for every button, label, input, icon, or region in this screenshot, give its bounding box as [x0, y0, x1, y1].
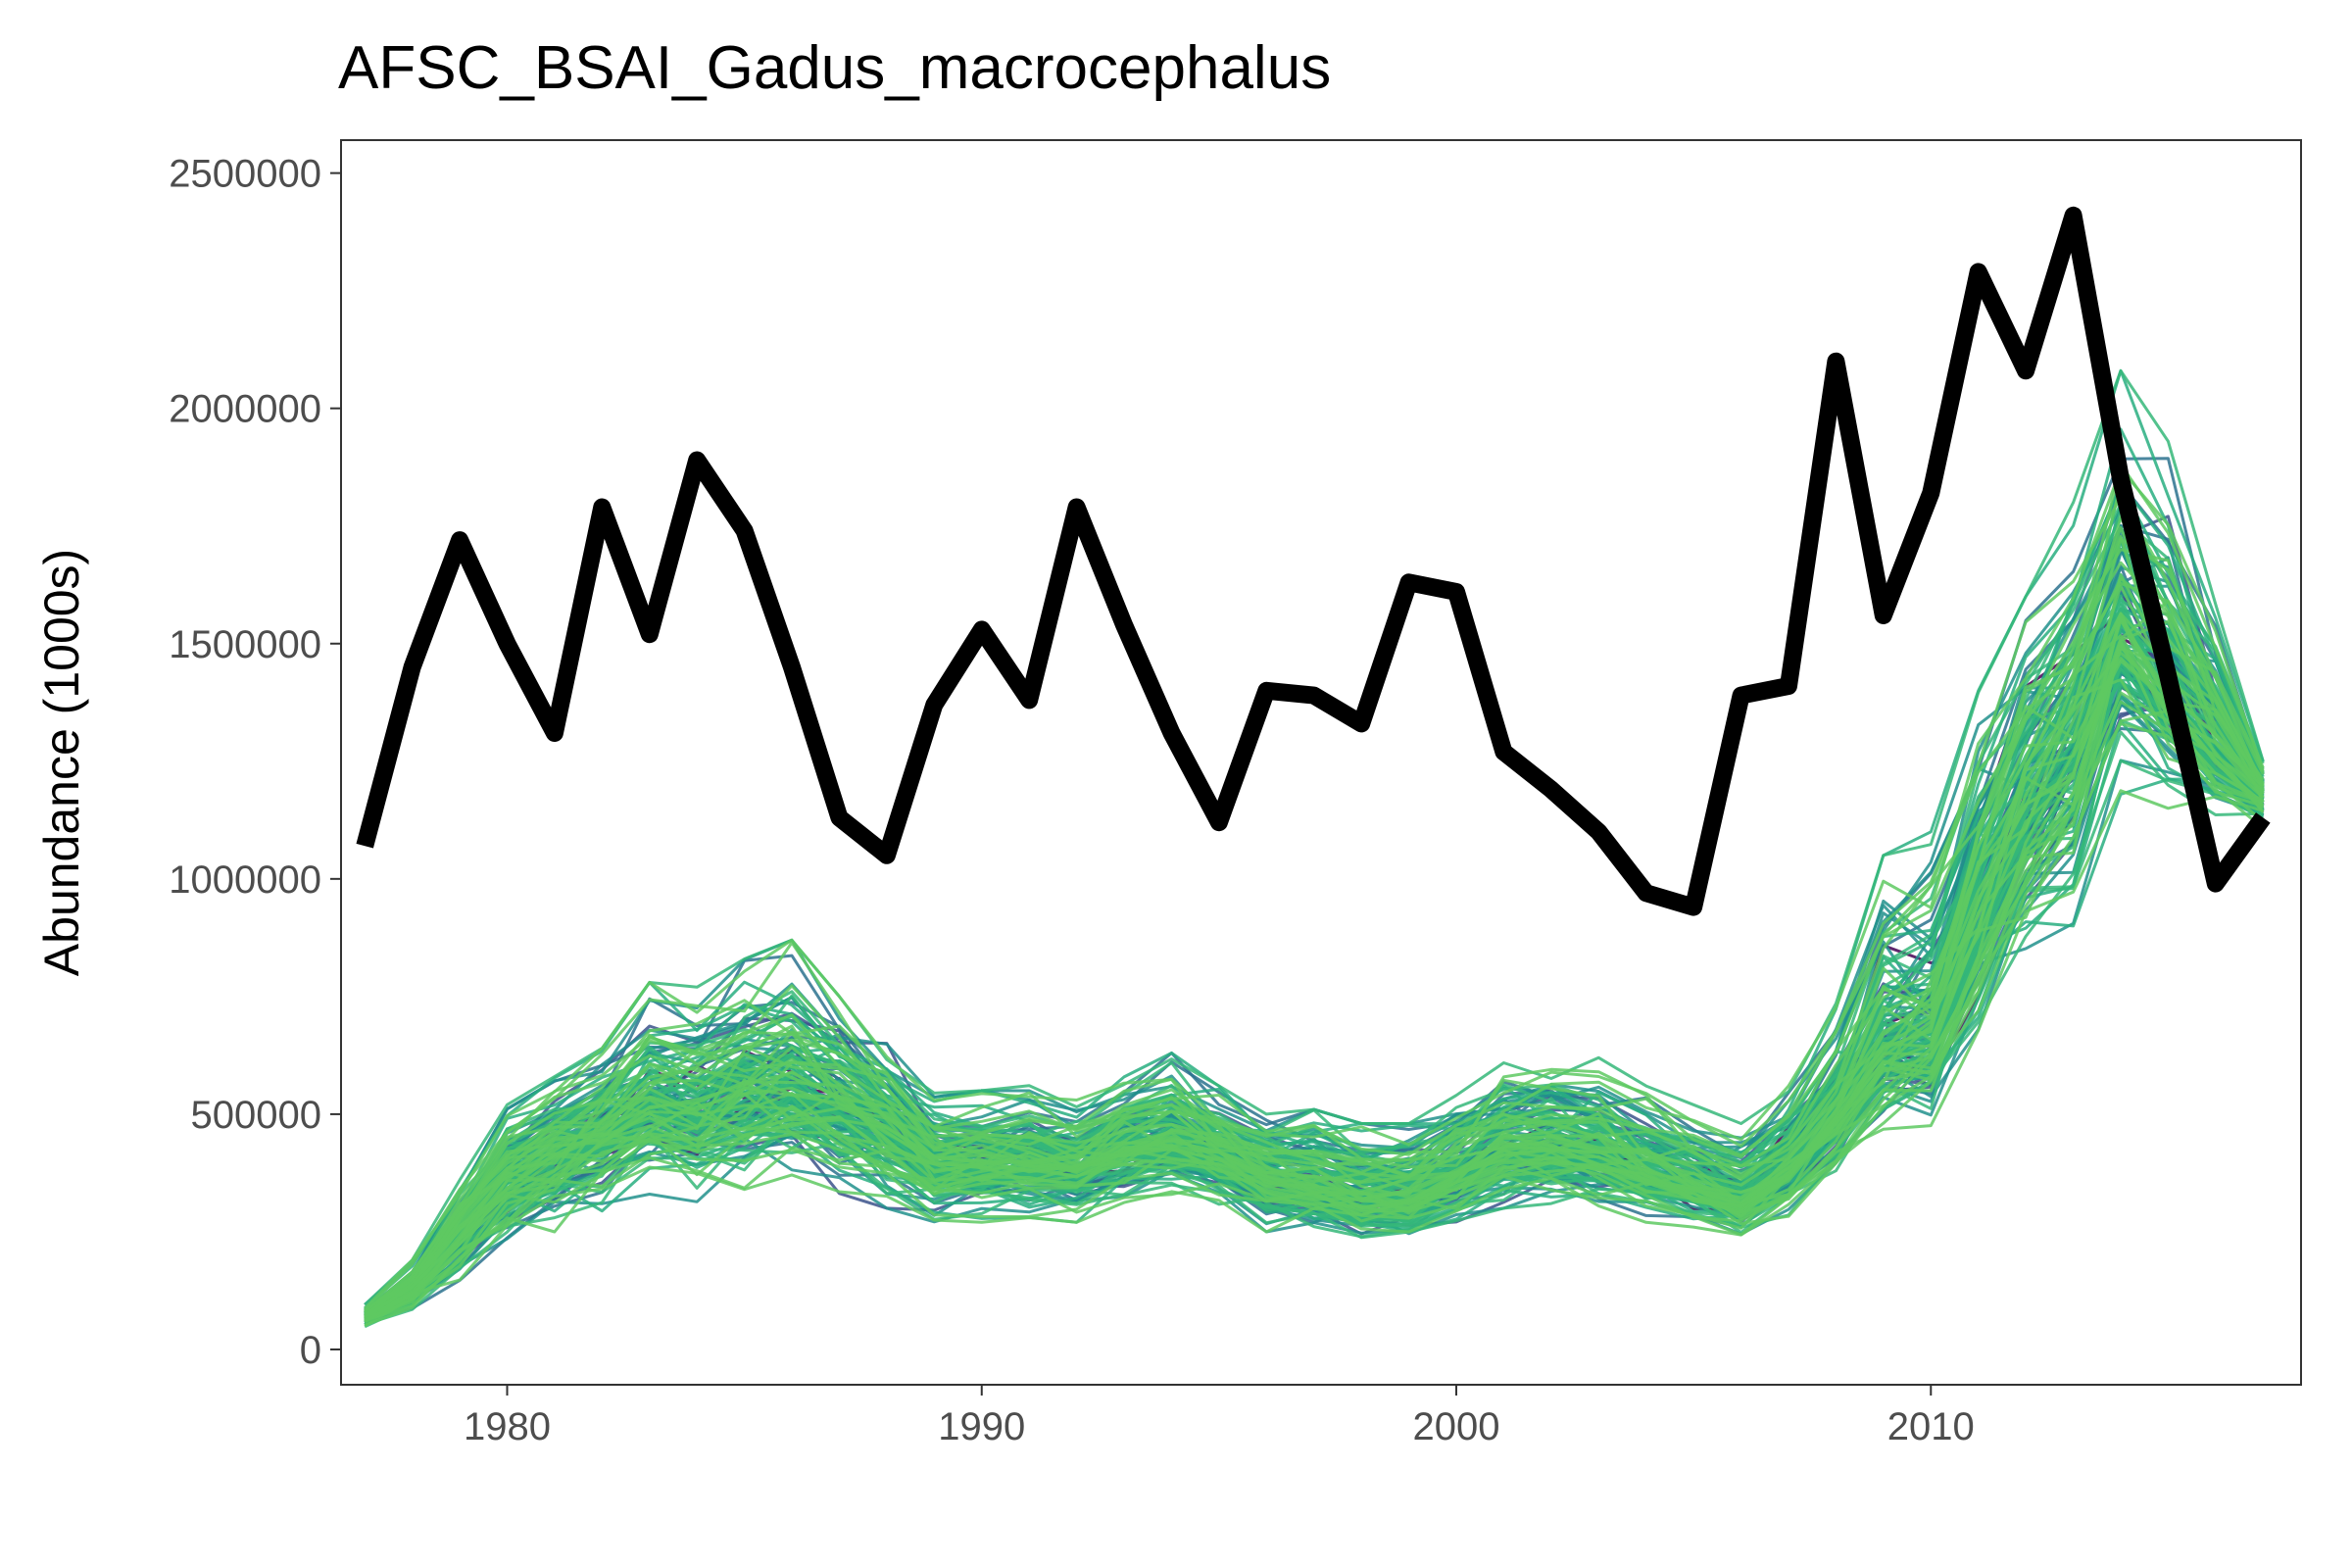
x-tick-label: 2000: [1413, 1405, 1500, 1448]
simulated-series-line: [364, 467, 2265, 1311]
y-tick-label: 1500000: [169, 623, 321, 666]
y-axis-title: Abundance (1000s): [34, 549, 89, 976]
simulated-series-line: [364, 615, 2265, 1321]
x-tick-label: 1990: [938, 1405, 1025, 1448]
y-tick-label: 2000000: [169, 388, 321, 431]
simulated-series-line: [364, 368, 2265, 1309]
x-tick-label: 1980: [464, 1405, 551, 1448]
observed-series-layer: [356, 206, 2271, 916]
x-tick-label: 2010: [1887, 1405, 1975, 1448]
chart-title: AFSC_BSAI_Gadus_macrocephalus: [338, 34, 1331, 102]
simulated-series-line: [364, 619, 2265, 1319]
simulated-series-line: [364, 561, 2265, 1314]
y-tick-label: 500000: [191, 1094, 321, 1137]
y-axis: 0 500000 1000000 1500000 2000000 2500000: [169, 153, 341, 1372]
x-axis: 1980 1990 2000 2010: [464, 1385, 1975, 1448]
simulated-series-line: [364, 681, 2265, 1326]
simulated-ensemble: [364, 368, 2265, 1329]
simulated-series-line: [364, 634, 2265, 1323]
y-tick-label: 0: [300, 1329, 321, 1372]
y-tick-label: 1000000: [169, 858, 321, 902]
y-tick-label: 2500000: [169, 153, 321, 196]
simulated-series-line: [364, 581, 2265, 1318]
observed-series-line: [356, 206, 2271, 916]
plot-panel-border: [340, 139, 2302, 1386]
simulated-series-line: [364, 651, 2265, 1317]
simulated-series-line: [364, 600, 2265, 1323]
simulated-series-line: [364, 368, 2265, 1306]
